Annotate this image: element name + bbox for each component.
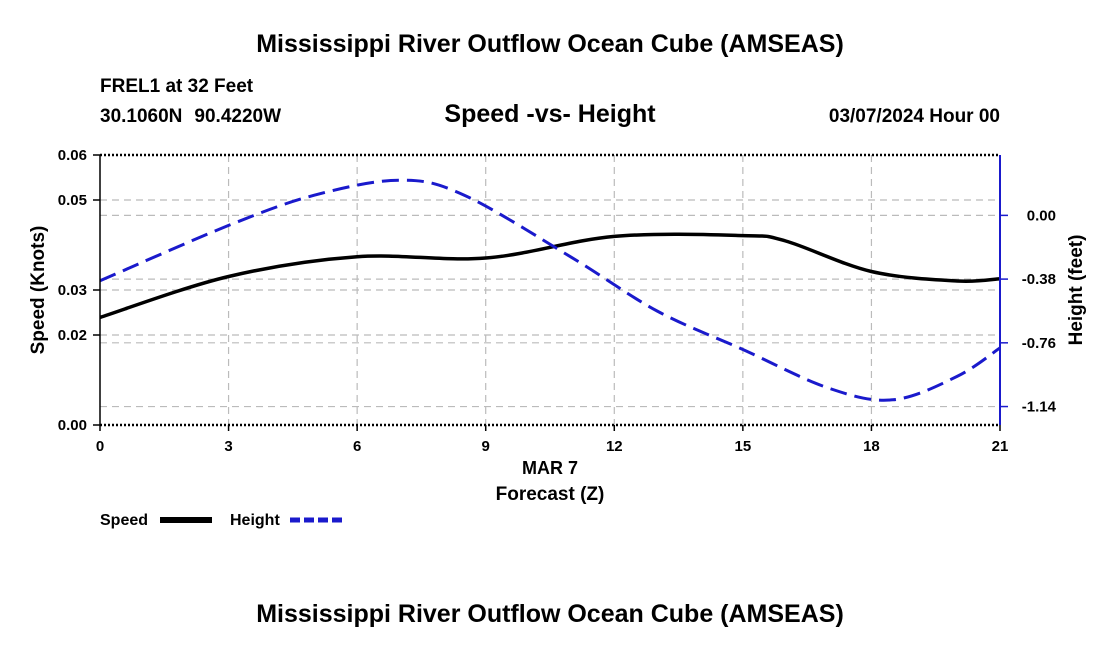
x-tick-label: 18 bbox=[863, 438, 880, 455]
y-tick-label: 0.05 bbox=[58, 192, 87, 209]
station-coordinates: 30.1060N 90.4220W bbox=[100, 106, 293, 128]
y2-tick-label: -0.38 bbox=[1022, 271, 1056, 288]
y2-tick-label: -0.76 bbox=[1022, 335, 1056, 352]
page-title-bottom: Mississippi River Outflow Ocean Cube (AM… bbox=[256, 600, 844, 628]
ticks-layer: 0 3 6 9 12 15 18 21 0.00 0.02 0.03 0.05 0.06 0.00 -0.3… bbox=[58, 147, 1057, 455]
y-axis-title: Speed (Knots) bbox=[28, 226, 49, 355]
chart-subtitle: Speed -vs- Height bbox=[444, 100, 656, 128]
y-tick-label: 0.00 bbox=[58, 417, 87, 434]
x-tick-label: 6 bbox=[353, 438, 361, 455]
forecast-datetime: 03/07/2024 Hour 00 bbox=[828, 106, 1000, 127]
station-label: FREL1 at 32 Feet bbox=[100, 76, 254, 97]
x-axis-date-label: MAR 7 bbox=[522, 458, 578, 478]
x-tick-label: 3 bbox=[224, 438, 232, 455]
y-tick-label: 0.03 bbox=[58, 282, 87, 299]
x-tick-label: 12 bbox=[606, 438, 623, 455]
legend-height-label: Height bbox=[230, 512, 280, 529]
longitude: 90.4220W bbox=[194, 106, 282, 127]
page-title: Mississippi River Outflow Ocean Cube (AM… bbox=[256, 30, 844, 58]
x-tick-label: 15 bbox=[735, 438, 752, 455]
latitude: 30.1060N bbox=[100, 106, 183, 127]
x-tick-label: 0 bbox=[96, 438, 104, 455]
y-tick-label: 0.02 bbox=[58, 327, 87, 344]
x-tick-label: 21 bbox=[992, 438, 1009, 455]
grid-layer bbox=[100, 155, 1000, 425]
legend-speed-label: Speed bbox=[100, 512, 148, 529]
y2-tick-label: -1.14 bbox=[1022, 399, 1057, 416]
y2-axis-title: Height (feet) bbox=[1066, 235, 1087, 346]
height-series-line bbox=[99, 178, 1001, 402]
speed-series-line bbox=[99, 232, 1001, 320]
series-layer bbox=[99, 178, 1001, 402]
y-tick-label: 0.06 bbox=[58, 147, 87, 164]
x-axis-title: Forecast (Z) bbox=[496, 484, 605, 505]
legend: Speed Height bbox=[100, 512, 342, 529]
y2-tick-label: 0.00 bbox=[1027, 207, 1056, 224]
x-tick-label: 9 bbox=[482, 438, 490, 455]
